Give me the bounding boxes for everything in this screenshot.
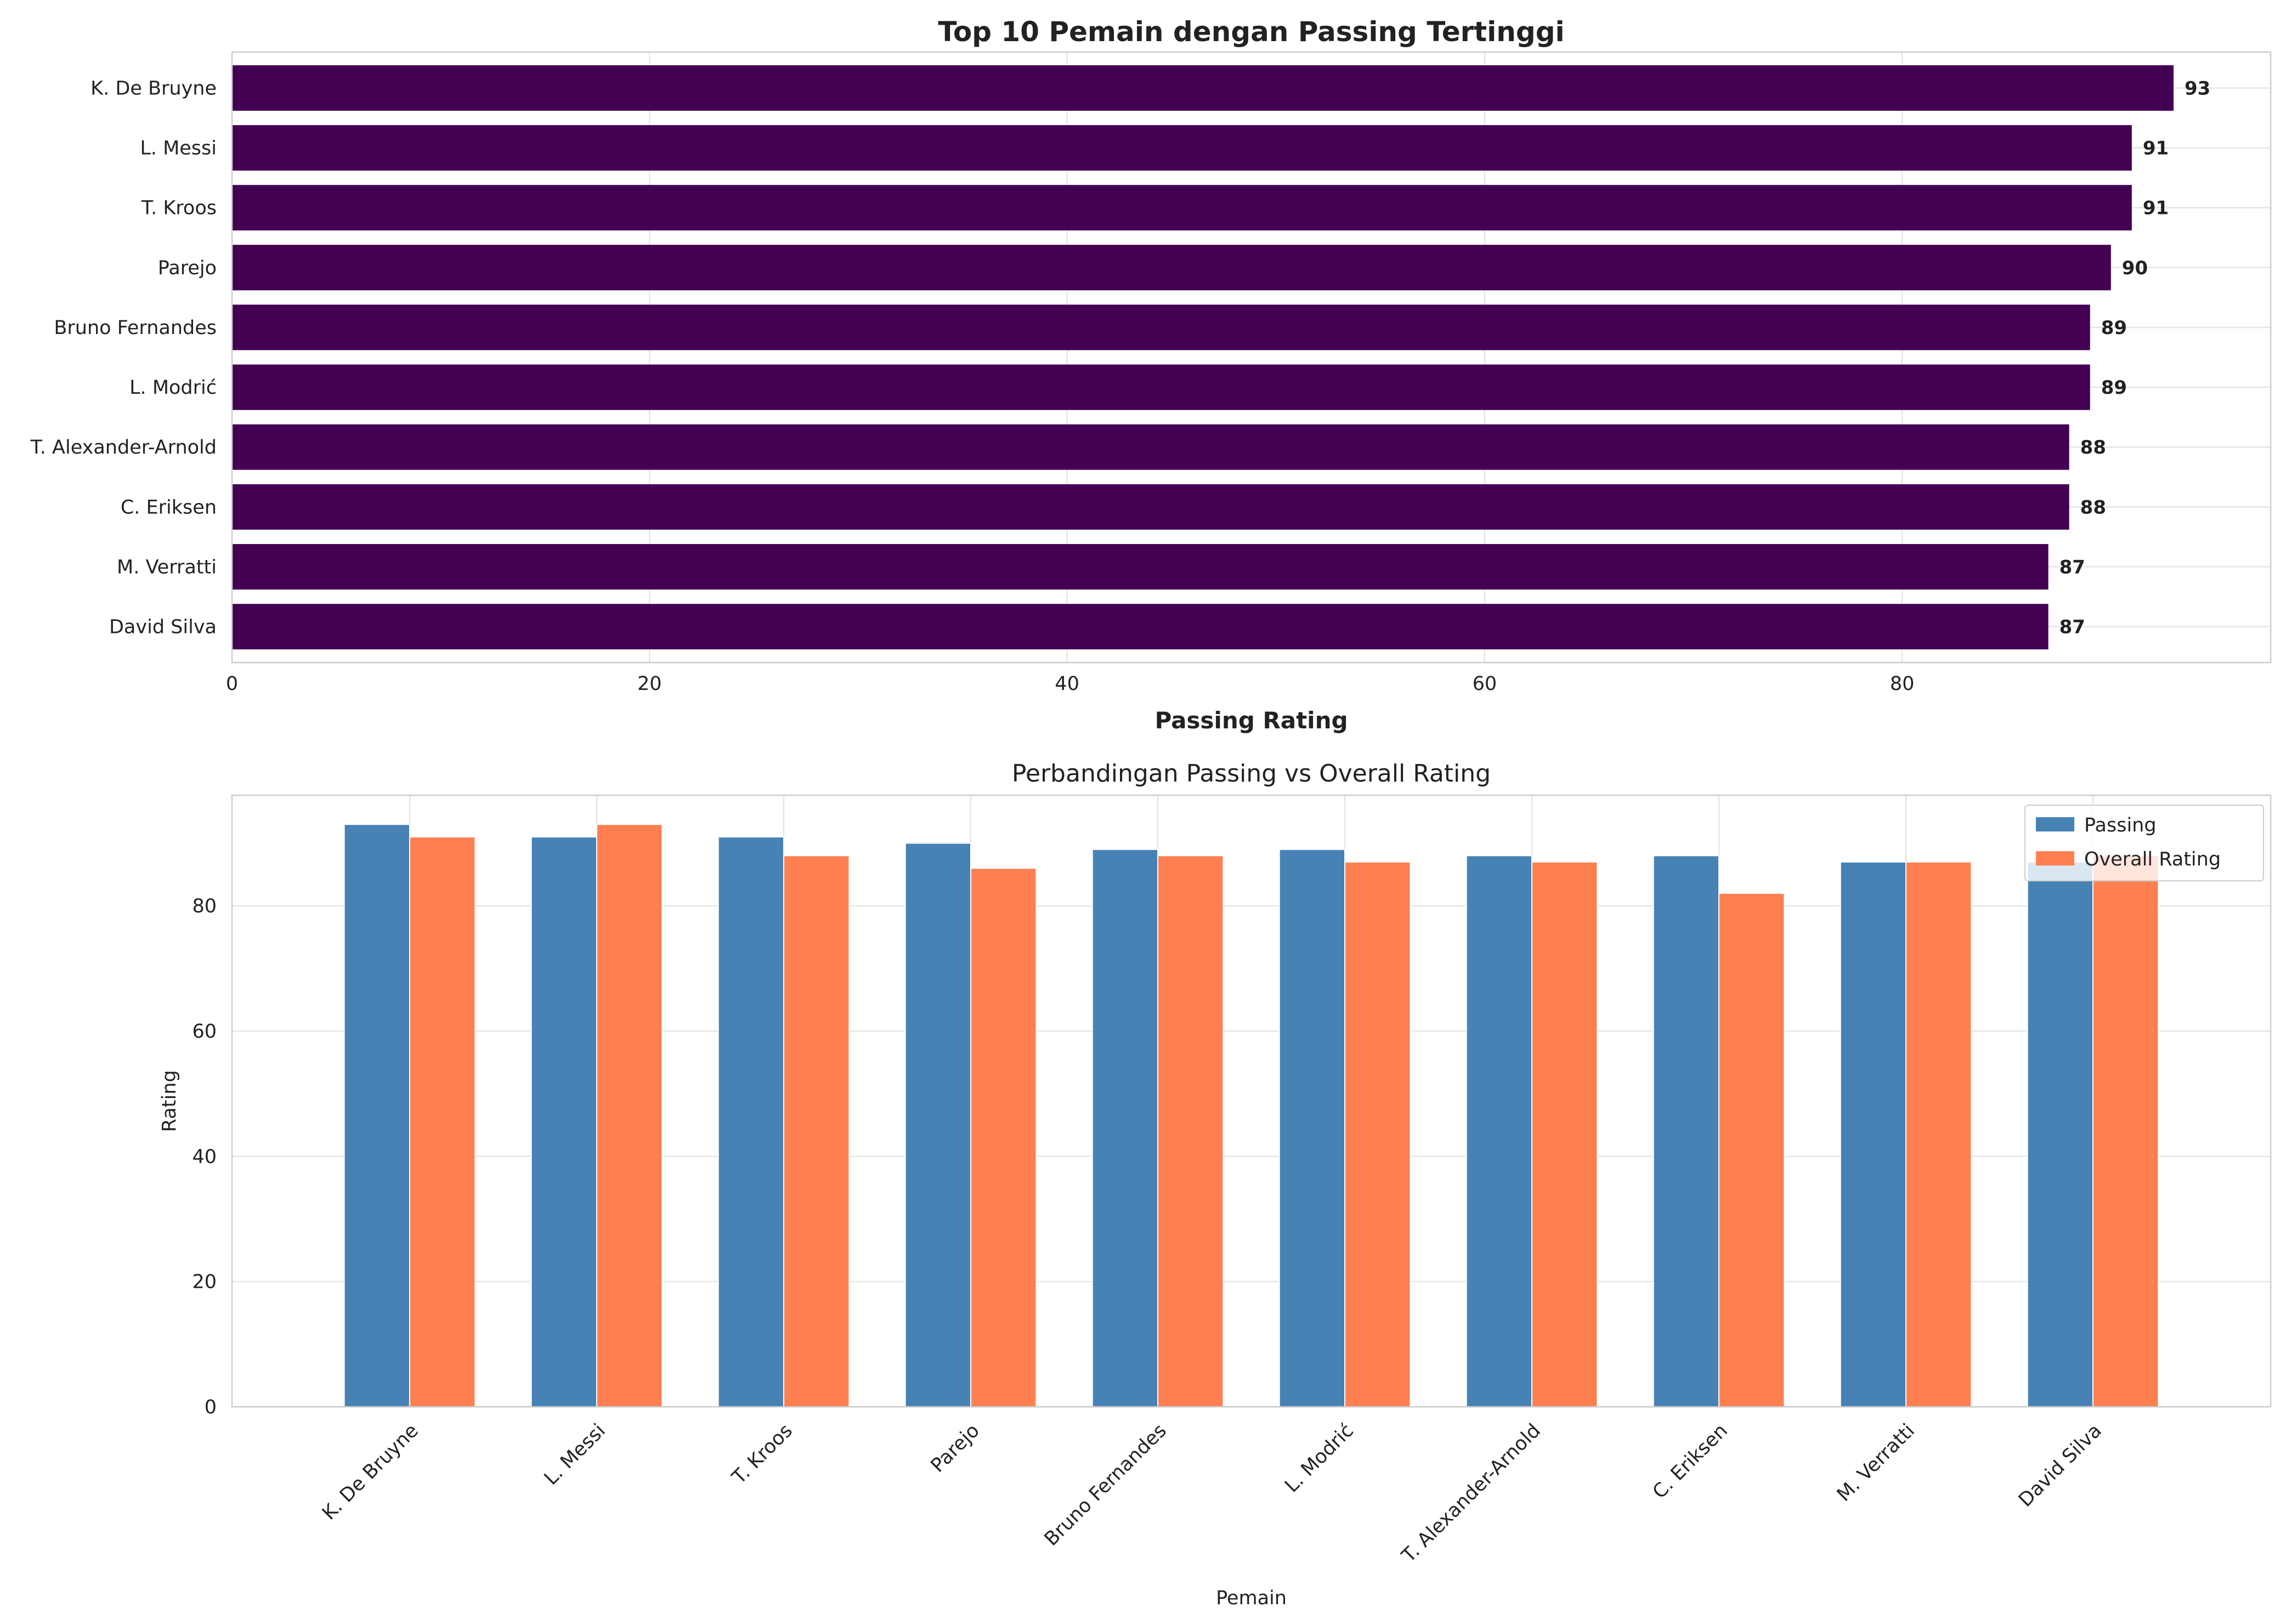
bottom-y-tick-labels: 0 20 40 60 80 bbox=[192, 896, 217, 1418]
top-bar-value-label: 91 bbox=[2143, 138, 2169, 160]
bottom-y-axis-label: Rating bbox=[159, 1070, 180, 1132]
top-bar-chart: 93 91 91 90 89 89 88 88 87 87 K. De Bruyne L. Mess… bbox=[30, 16, 2272, 734]
top-bar-value-label: 91 bbox=[2143, 197, 2169, 219]
bar-passing-t-kroos bbox=[717, 836, 784, 1407]
bar-overall-rating-parejo bbox=[970, 868, 1037, 1407]
bar-overall-rating-l-modric bbox=[1344, 861, 1411, 1407]
legend-label-overall-rating: Overall Rating bbox=[2084, 848, 2221, 870]
bottom-y-tick-label: 80 bbox=[192, 896, 217, 918]
bottom-y-tick-label: 60 bbox=[192, 1021, 217, 1043]
bar-overall-rating-l-messi bbox=[596, 824, 663, 1407]
bar-passing-k-de-bruyne bbox=[343, 824, 410, 1407]
top-bars bbox=[232, 65, 2174, 649]
bar-overall-rating-m-verratti bbox=[1905, 861, 1972, 1407]
top-bar-value-label: 90 bbox=[2122, 257, 2148, 279]
bar-overall-rating-t-alexander-arnold bbox=[1531, 861, 1598, 1407]
bottom-x-axis-label: Pemain bbox=[1216, 1587, 1287, 1609]
top-bar-value-label: 87 bbox=[2059, 556, 2085, 578]
top-x-tick-label: 60 bbox=[1473, 673, 1497, 695]
top-bar-value-label: 89 bbox=[2101, 317, 2127, 339]
top-bar-m-verratti bbox=[232, 544, 2049, 590]
top-bar-david-silva bbox=[232, 604, 2049, 649]
bar-overall-rating-t-kroos bbox=[783, 855, 850, 1407]
bar-overall-rating-david-silva bbox=[2092, 855, 2159, 1407]
bottom-y-tick-label: 0 bbox=[205, 1396, 217, 1418]
top-bar-k-de-bruyne bbox=[232, 65, 2174, 111]
top-y-tick-label: Bruno Fernandes bbox=[54, 317, 217, 339]
top-bar-l-modric bbox=[232, 364, 2090, 410]
bar-passing-l-messi bbox=[530, 836, 597, 1407]
top-x-axis-label: Passing Rating bbox=[1155, 707, 1348, 734]
top-x-tick-label: 80 bbox=[1890, 673, 1915, 695]
top-y-tick-label: Parejo bbox=[158, 257, 217, 279]
legend: Passing Overall Rating bbox=[2024, 805, 2264, 881]
top-y-tick-labels: K. De Bruyne L. Messi T. Kroos Parejo Bruno … bbox=[30, 77, 217, 638]
top-bar-parejo bbox=[232, 245, 2111, 291]
top-x-tick-labels: 0 20 40 60 80 bbox=[226, 673, 1915, 695]
top-chart-title: Top 10 Pemain dengan Passing Tertinggi bbox=[938, 16, 1564, 48]
top-bar-t-kroos bbox=[232, 185, 2132, 231]
bar-overall-rating-k-de-bruyne bbox=[409, 836, 476, 1407]
top-x-tick-label: 0 bbox=[226, 673, 238, 695]
top-y-tick-label: C. Eriksen bbox=[121, 496, 217, 518]
top-bar-c-eriksen bbox=[232, 484, 2069, 530]
bottom-y-tick-label: 20 bbox=[192, 1271, 217, 1293]
bar-passing-l-modric bbox=[1278, 848, 1346, 1407]
bottom-y-tick-label: 40 bbox=[192, 1146, 217, 1168]
top-x-tick-label: 20 bbox=[637, 673, 662, 695]
top-bar-value-label: 89 bbox=[2101, 377, 2127, 399]
legend-box bbox=[2024, 805, 2264, 881]
top-bar-value-label: 87 bbox=[2059, 616, 2085, 638]
top-bar-value-label: 88 bbox=[2080, 437, 2106, 459]
top-y-tick-label: T. Kroos bbox=[141, 197, 217, 219]
bottom-chart-title: Perbandingan Passing vs Overall Rating bbox=[1012, 760, 1491, 788]
legend-swatch-overall-rating bbox=[2036, 851, 2074, 865]
top-y-tick-label: T. Alexander-Arnold bbox=[30, 437, 217, 459]
top-y-tick-label: David Silva bbox=[109, 616, 217, 638]
top-value-labels: 93 91 91 90 89 89 88 88 87 87 bbox=[2059, 77, 2211, 638]
top-bar-l-messi bbox=[232, 125, 2132, 171]
top-y-tick-label: M. Verratti bbox=[117, 556, 217, 578]
top-bar-value-label: 93 bbox=[2185, 77, 2210, 99]
bar-overall-rating-c-eriksen bbox=[1718, 892, 1785, 1407]
bar-passing-c-eriksen bbox=[1653, 855, 1720, 1407]
top-x-tick-label: 40 bbox=[1055, 673, 1079, 695]
top-plot-frame bbox=[231, 51, 2272, 664]
legend-swatch-passing bbox=[2036, 817, 2074, 831]
top-y-tick-label: L. Messi bbox=[140, 138, 217, 160]
top-bar-bruno-fernandes bbox=[232, 304, 2090, 350]
bottom-plot-frame bbox=[231, 794, 2272, 1408]
bar-passing-t-alexander-arnold bbox=[1465, 855, 1533, 1407]
bottom-bars bbox=[343, 824, 2159, 1407]
top-y-tick-label: K. De Bruyne bbox=[90, 77, 217, 99]
top-y-tick-label: L. Modrić bbox=[129, 377, 217, 399]
legend-label-passing: Passing bbox=[2084, 814, 2157, 836]
bar-passing-bruno-fernandes bbox=[1091, 848, 1158, 1407]
bar-passing-david-silva bbox=[2027, 861, 2094, 1407]
top-bar-value-label: 88 bbox=[2080, 496, 2106, 518]
bar-overall-rating-bruno-fernandes bbox=[1157, 855, 1224, 1407]
bar-passing-parejo bbox=[904, 842, 971, 1407]
top-bar-t-alexander-arnold bbox=[232, 424, 2069, 470]
bar-passing-m-verratti bbox=[1840, 861, 1907, 1407]
